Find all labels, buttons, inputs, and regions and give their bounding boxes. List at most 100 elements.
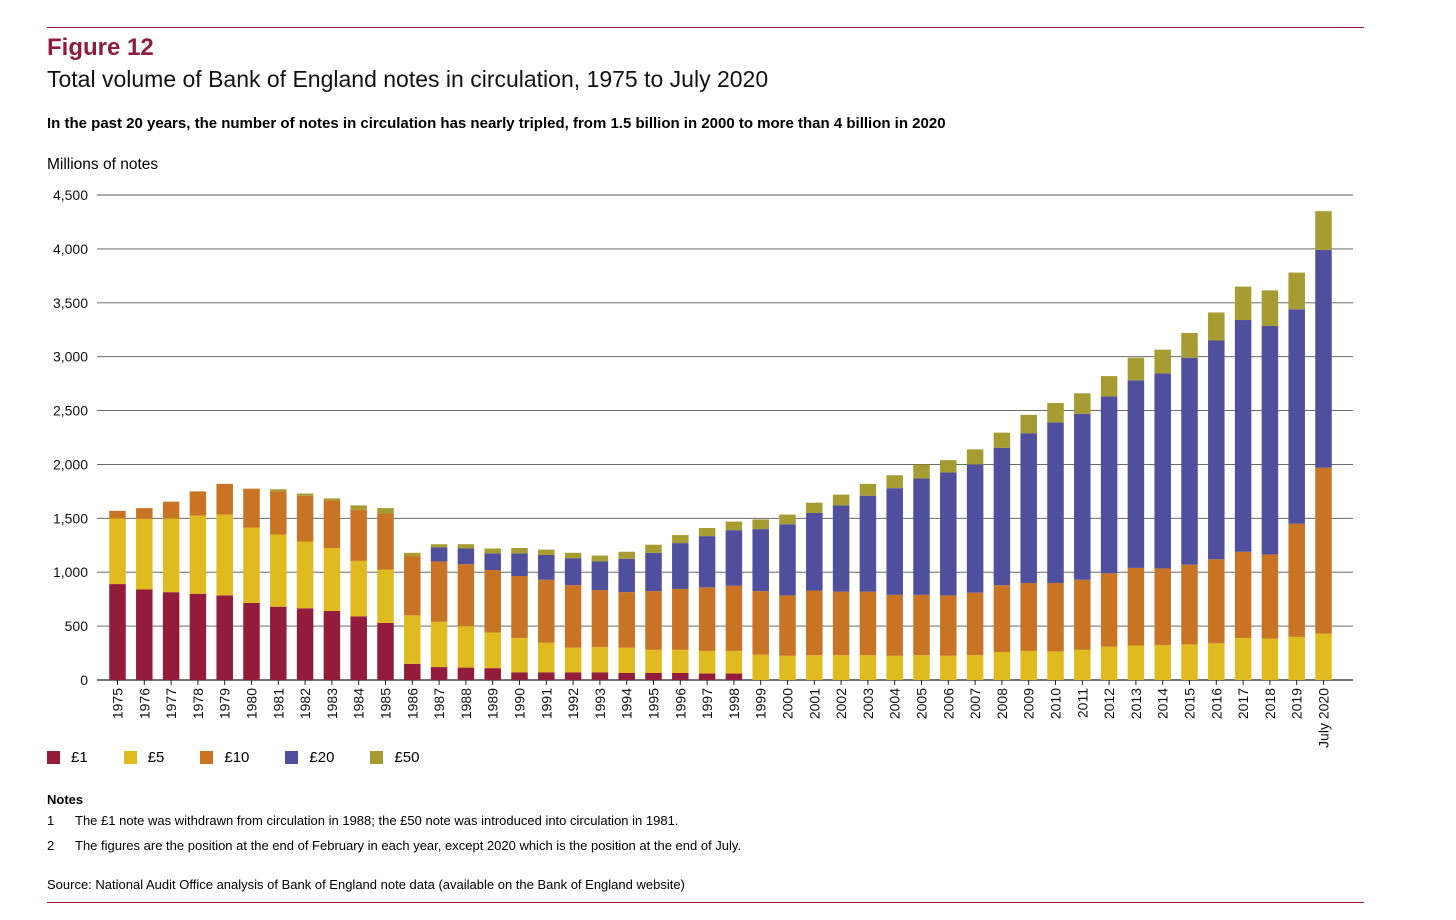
bar-segment-pound5-1991 — [538, 642, 555, 673]
legend-item-pound1: £1 — [47, 749, 88, 766]
bar-segment-pound20-2013 — [1127, 380, 1145, 568]
legend-label-pound10: £10 — [224, 749, 250, 766]
bar-segment-pound5-2009 — [1020, 650, 1037, 680]
bar-segment-pound20-2012 — [1100, 396, 1118, 574]
bar-segment-pound50-2004 — [886, 475, 903, 489]
bar-segment-pound5-1978 — [189, 515, 207, 594]
bar-segment-pound10-2002 — [832, 591, 850, 656]
bar-segment-pound20-1990 — [511, 553, 528, 576]
bar-segment-pound10-1993 — [591, 590, 609, 648]
bar-segment-pound50-2019 — [1288, 272, 1305, 310]
bar-segment-pound50-1984 — [350, 505, 367, 510]
bar-segment-pound5-1980 — [243, 527, 260, 603]
bar-segment-pound5-2001 — [806, 655, 823, 680]
bar-segment-pound5-2003 — [859, 655, 877, 680]
bar-segment-pound50-2001 — [806, 502, 823, 513]
x-tick-label-1988: 1988 — [458, 688, 474, 719]
bar-segment-pound10-1995 — [645, 591, 662, 650]
x-tick-label-2002: 2002 — [833, 688, 849, 719]
y-tick-label-2000: 2,000 — [53, 456, 88, 472]
legend-label-pound5: £5 — [147, 749, 165, 766]
bar-segment-pound20-2007 — [966, 464, 984, 593]
bar-segment-pound1-1984 — [350, 616, 367, 680]
bar-segment-pound5-1981 — [270, 534, 287, 607]
bar-segment-pound10-2009 — [1020, 583, 1037, 651]
notes-heading: Notes — [47, 792, 84, 807]
bar-segment-pound5-2014 — [1154, 644, 1171, 680]
legend-label-pound1: £1 — [71, 749, 88, 766]
x-tick-label-1981: 1981 — [270, 688, 286, 719]
bar-segment-pound10-1997 — [698, 587, 716, 651]
bar-segment-pound10-1988 — [457, 564, 475, 627]
bar-segment-pound10-1976 — [136, 508, 153, 519]
bar-segment-pound5-1998 — [725, 650, 743, 674]
bar-segment-pound5-2008 — [993, 651, 1011, 680]
x-tick-label-1983: 1983 — [324, 688, 340, 719]
bar-segment-pound1-1976 — [136, 589, 153, 680]
bar-segment-pound50-1991 — [538, 549, 555, 555]
y-axis-label: Millions of notes — [47, 156, 159, 173]
bar-segment-pound50-1992 — [564, 552, 582, 559]
bar-segment-pound10-1977 — [162, 501, 180, 519]
x-tick-label-1998: 1998 — [726, 688, 742, 719]
bar-segment-pound1-1986 — [404, 663, 421, 680]
bar-segment-pound50-2015 — [1181, 332, 1198, 358]
bar-segment-pound50-1983 — [323, 498, 341, 501]
x-tick-label-1990: 1990 — [512, 688, 528, 719]
note-1-text: The £1 note was withdrawn from circulati… — [75, 813, 679, 828]
x-tick-label-1979: 1979 — [217, 688, 233, 719]
bar-segment-pound10-2011 — [1074, 579, 1091, 650]
bar-segment-pound10-2015 — [1181, 564, 1198, 645]
note-2-number: 2 — [47, 838, 55, 853]
bar-segment-pound1-1978 — [189, 593, 207, 680]
legend-swatch-pound50 — [370, 751, 384, 764]
bar-segment-pound1-1975 — [109, 584, 126, 680]
x-tick-label-1993: 1993 — [592, 688, 608, 719]
legend-item-pound5: £5 — [123, 749, 165, 766]
bar-segment-pound10-1984 — [350, 509, 367, 561]
bar-segment-pound20-2018 — [1261, 325, 1279, 555]
bar-segment-pound1-1980 — [243, 602, 260, 680]
bar-segment-pound20-2015 — [1181, 357, 1198, 565]
bar-segment-pound10-2018 — [1261, 554, 1279, 639]
bar-segment-pound5-2015 — [1181, 644, 1198, 680]
note-2-text: The figures are the position at the end … — [75, 838, 742, 853]
x-tick-label-2009: 2009 — [1021, 688, 1037, 719]
x-tick-label-1987: 1987 — [431, 688, 447, 719]
bar-segment-pound10-1983 — [323, 500, 341, 548]
bar-segment-pound20-1994 — [618, 558, 635, 593]
bar-segment-pound5-1977 — [162, 518, 180, 593]
bar-segment-pound10-1978 — [189, 491, 207, 516]
y-tick-label-500: 500 — [65, 618, 89, 634]
bar-segment-pound50-1987 — [430, 544, 448, 548]
bar-segment-pound50-1999 — [752, 519, 769, 530]
x-tick-label-1978: 1978 — [190, 688, 206, 719]
bar-segment-pound1-1991 — [538, 672, 555, 680]
x-tick-label-1992: 1992 — [565, 688, 581, 719]
bar-segment-pound10-2001 — [806, 590, 823, 656]
bar-segment-pound50-1982 — [296, 493, 314, 496]
chart-subtitle: In the past 20 years, the number of note… — [47, 115, 946, 132]
bar-segment-pound10-2000 — [779, 595, 796, 656]
bar-segment-pound1-1981 — [270, 606, 287, 680]
y-tick-label-4500: 4,500 — [53, 187, 88, 203]
bar-segment-pound5-2013 — [1127, 645, 1145, 680]
bar-segment-pound10-2003 — [859, 591, 877, 656]
bar-segment-pound10-1987 — [430, 561, 448, 622]
bar-segment-pound20-2011 — [1074, 413, 1091, 580]
bar-segment-pound5-1990 — [511, 637, 528, 673]
bar-segment-pound20-2003 — [859, 495, 877, 592]
bar-segment-pound50-2014 — [1154, 349, 1171, 374]
bar-segment-pound1-1998 — [725, 673, 743, 680]
bar-segment-pound1-1990 — [511, 672, 528, 680]
x-tick-label-2012: 2012 — [1101, 688, 1117, 719]
bar-segment-pound5-1987 — [430, 621, 448, 668]
x-tick-label-1975: 1975 — [110, 688, 126, 719]
bar-segment-pound10-2016 — [1208, 559, 1225, 644]
x-tick-label-July-2020: July 2020 — [1316, 688, 1332, 748]
x-tick-label-2018: 2018 — [1262, 688, 1278, 719]
bar-segment-pound20-2009 — [1020, 433, 1037, 583]
bar-segment-pound50-2010 — [1047, 403, 1064, 423]
x-tick-label-2001: 2001 — [806, 688, 822, 719]
